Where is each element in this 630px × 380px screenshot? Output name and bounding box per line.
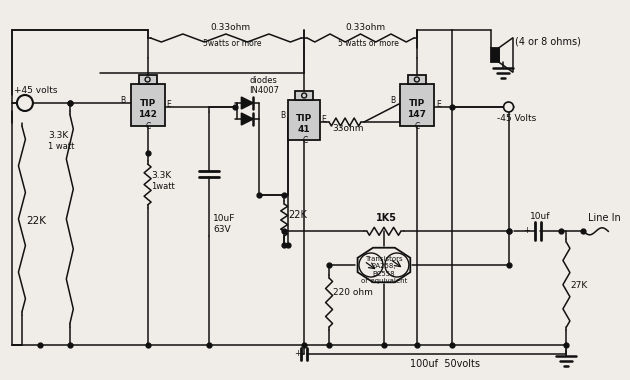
Text: 0.33ohm: 0.33ohm <box>345 23 385 32</box>
Text: 3.3K: 3.3K <box>152 171 172 180</box>
Text: E: E <box>321 115 326 124</box>
Text: 63V: 63V <box>214 225 231 234</box>
Text: 10uF: 10uF <box>214 214 236 223</box>
Text: C: C <box>302 136 307 145</box>
Text: 22K: 22K <box>288 210 307 220</box>
Text: 27K: 27K <box>570 281 588 290</box>
Text: C: C <box>415 122 420 131</box>
Text: 33ohm: 33ohm <box>332 124 364 133</box>
Circle shape <box>385 253 409 277</box>
Circle shape <box>503 102 513 112</box>
Text: -45 Volts: -45 Volts <box>496 114 536 123</box>
Text: Transistors
2A258,
BC558
or equivalent: Transistors 2A258, BC558 or equivalent <box>361 256 407 284</box>
Polygon shape <box>358 248 410 282</box>
Bar <box>408 75 426 84</box>
Bar <box>130 84 164 126</box>
Text: 1K5: 1K5 <box>376 213 397 223</box>
Text: 5watts or more: 5watts or more <box>203 39 262 48</box>
Text: B: B <box>390 96 395 105</box>
Text: 0.33ohm: 0.33ohm <box>210 23 251 32</box>
Text: 10uf: 10uf <box>530 212 550 221</box>
Polygon shape <box>241 97 253 109</box>
Text: 1 watt: 1 watt <box>48 142 74 151</box>
Text: TIP
142: TIP 142 <box>138 99 157 119</box>
Text: 1watt: 1watt <box>152 182 175 191</box>
Text: TIP
41: TIP 41 <box>296 114 312 134</box>
Text: C: C <box>146 122 151 131</box>
Circle shape <box>359 253 383 277</box>
Text: +: + <box>524 226 530 235</box>
Text: 22K: 22K <box>26 216 46 226</box>
Text: (4 or 8 ohms): (4 or 8 ohms) <box>515 37 580 47</box>
Text: 100uf  50volts: 100uf 50volts <box>410 359 480 369</box>
Text: +45 volts: +45 volts <box>14 86 57 95</box>
Text: B: B <box>121 96 126 105</box>
Bar <box>295 91 313 100</box>
Polygon shape <box>241 113 253 125</box>
Text: B: B <box>280 111 285 120</box>
Text: E: E <box>436 100 440 109</box>
Text: Line In: Line In <box>588 213 621 223</box>
Text: E: E <box>166 100 171 109</box>
Circle shape <box>145 77 150 82</box>
Text: 220 ohm: 220 ohm <box>333 288 373 297</box>
Text: diodes
IN4007: diodes IN4007 <box>249 76 279 95</box>
Bar <box>139 75 157 84</box>
Bar <box>491 48 498 62</box>
Bar <box>288 100 320 140</box>
Bar <box>400 84 434 126</box>
Circle shape <box>415 77 420 82</box>
Text: TIP
147: TIP 147 <box>408 99 427 119</box>
Text: +: + <box>294 349 301 358</box>
Circle shape <box>302 93 307 98</box>
Circle shape <box>17 95 33 111</box>
Text: 5 watts or more: 5 watts or more <box>338 39 399 48</box>
Text: 3.3K: 3.3K <box>48 131 68 140</box>
